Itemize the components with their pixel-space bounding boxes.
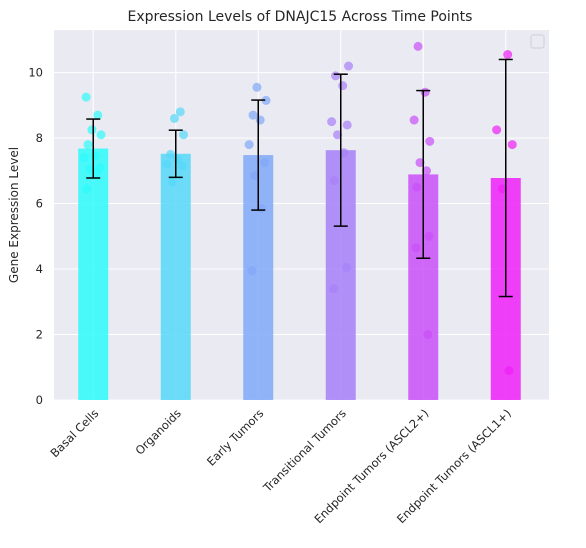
- data-point: [162, 160, 171, 169]
- data-point: [492, 125, 501, 134]
- data-point: [421, 88, 430, 97]
- data-point: [91, 152, 100, 161]
- data-point: [82, 93, 91, 102]
- data-point: [331, 71, 340, 80]
- y-tick-label: 10: [28, 66, 43, 80]
- data-point: [343, 120, 352, 129]
- data-point: [87, 125, 96, 134]
- data-point: [414, 42, 423, 51]
- chart-title: Expression Levels of DNAJC15 Across Time…: [128, 9, 473, 25]
- data-point: [503, 50, 512, 59]
- y-tick-label: 4: [36, 262, 43, 276]
- data-point: [425, 232, 434, 241]
- bar: [78, 149, 108, 400]
- y-tick-label: 2: [36, 328, 43, 342]
- bar: [161, 154, 191, 400]
- data-point: [412, 183, 421, 192]
- x-tick-label: Organoids: [132, 406, 183, 457]
- y-tick-label: 6: [36, 197, 43, 211]
- data-point: [327, 117, 336, 126]
- data-point: [179, 130, 188, 139]
- y-axis-label: Gene Expression Level: [7, 147, 21, 283]
- data-point: [247, 266, 256, 275]
- data-point: [245, 140, 254, 149]
- y-tick-label: 8: [36, 131, 43, 145]
- x-tick-labels: Basal Cells Organoids Early TumorsTransiti…: [47, 406, 513, 526]
- data-point: [256, 116, 265, 125]
- data-point: [330, 176, 339, 185]
- x-tick-label: Early Tumors: [204, 406, 266, 468]
- data-point: [82, 184, 91, 193]
- data-point: [344, 62, 353, 71]
- data-point: [342, 263, 351, 272]
- data-point: [84, 140, 93, 149]
- data-point: [329, 284, 338, 293]
- y-tick-label: 0: [36, 393, 43, 407]
- data-point: [423, 330, 432, 339]
- data-point: [80, 153, 89, 162]
- data-point: [97, 130, 106, 139]
- data-point: [425, 137, 434, 146]
- data-point: [93, 111, 102, 120]
- legend-box: [531, 35, 544, 48]
- data-point: [178, 161, 187, 170]
- x-tick-label: Basal Cells: [47, 406, 101, 460]
- data-point: [508, 140, 517, 149]
- data-point: [168, 178, 177, 187]
- data-point: [412, 243, 421, 252]
- data-point: [410, 116, 419, 125]
- y-tick-labels: 0 2 4 6 8 10: [28, 66, 43, 407]
- data-point: [260, 158, 269, 167]
- x-tick-label: Transitional Tumors: [260, 406, 349, 495]
- plot-area: [54, 30, 549, 400]
- data-point: [252, 83, 261, 92]
- data-point: [505, 366, 514, 375]
- data-point: [338, 81, 347, 90]
- data-point: [170, 114, 179, 123]
